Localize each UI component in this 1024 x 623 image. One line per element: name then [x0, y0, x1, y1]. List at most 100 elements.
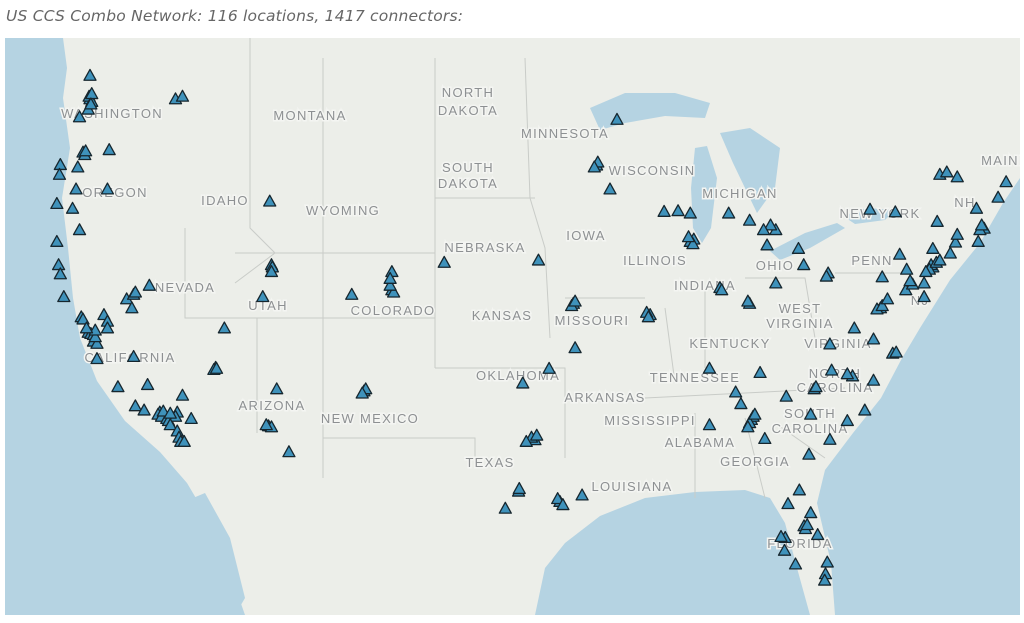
- charger-location-marker[interactable]: [919, 265, 933, 278]
- charger-location-marker[interactable]: [702, 361, 717, 374]
- charger-location-marker[interactable]: [756, 223, 771, 236]
- charger-location-marker[interactable]: [889, 345, 903, 358]
- charger-location-marker[interactable]: [128, 399, 143, 412]
- charger-location-marker[interactable]: [788, 557, 803, 570]
- charger-location-marker[interactable]: [78, 144, 93, 157]
- charger-location-marker[interactable]: [875, 299, 889, 312]
- charger-location-marker[interactable]: [875, 270, 889, 283]
- charger-location-marker[interactable]: [777, 543, 792, 556]
- charger-location-marker[interactable]: [175, 89, 190, 102]
- charger-location-marker[interactable]: [345, 287, 359, 300]
- charger-location-marker[interactable]: [858, 403, 872, 416]
- charger-location-marker[interactable]: [792, 483, 806, 496]
- charger-location-marker[interactable]: [969, 201, 984, 214]
- charger-location-marker[interactable]: [498, 501, 512, 514]
- charger-location-marker[interactable]: [840, 367, 854, 380]
- charger-location-marker[interactable]: [386, 285, 401, 298]
- charger-location-marker[interactable]: [264, 265, 279, 278]
- charger-location-marker[interactable]: [800, 518, 814, 531]
- charger-location-marker[interactable]: [282, 445, 296, 458]
- charger-location-marker[interactable]: [753, 365, 767, 379]
- charger-location-marker[interactable]: [774, 529, 788, 543]
- charger-location-marker[interactable]: [971, 234, 985, 247]
- charger-location-marker[interactable]: [79, 321, 94, 334]
- charger-location-marker[interactable]: [758, 431, 772, 445]
- charger-location-marker[interactable]: [817, 573, 832, 586]
- charger-location-marker[interactable]: [575, 488, 589, 501]
- charger-location-marker[interactable]: [542, 361, 556, 374]
- charger-location-marker[interactable]: [641, 310, 656, 323]
- charger-location-marker[interactable]: [163, 418, 177, 431]
- charger-location-marker[interactable]: [65, 201, 80, 214]
- charger-location-marker[interactable]: [568, 341, 582, 354]
- map-canvas[interactable]: WASHINGTONOREGONCALIFORNIANEVADAIDAHOMON…: [5, 38, 1020, 615]
- charger-location-marker[interactable]: [256, 290, 270, 303]
- charger-location-marker[interactable]: [270, 382, 284, 395]
- charging-network-map[interactable]: WASHINGTONOREGONCALIFORNIANEVADAIDAHOMON…: [5, 38, 1020, 615]
- charger-location-marker[interactable]: [259, 418, 273, 431]
- charger-location-marker[interactable]: [802, 447, 816, 460]
- charger-location-marker[interactable]: [76, 312, 90, 325]
- charger-location-marker[interactable]: [917, 276, 931, 289]
- charger-location-marker[interactable]: [177, 434, 191, 447]
- charger-location-marker[interactable]: [126, 349, 141, 363]
- charger-location-marker[interactable]: [847, 321, 861, 334]
- charger-location-marker[interactable]: [823, 337, 837, 350]
- charger-location-marker[interactable]: [90, 336, 104, 349]
- charger-location-marker[interactable]: [610, 112, 624, 125]
- charger-location-marker[interactable]: [683, 206, 697, 219]
- charger-location-marker[interactable]: [999, 175, 1013, 188]
- charger-location-marker[interactable]: [734, 397, 748, 410]
- charger-location-marker[interactable]: [933, 253, 947, 266]
- charger-location-marker[interactable]: [102, 143, 116, 156]
- charger-location-marker[interactable]: [888, 205, 902, 218]
- charger-location-marker[interactable]: [163, 406, 177, 419]
- charger-location-marker[interactable]: [140, 377, 155, 391]
- charger-location-marker[interactable]: [383, 271, 397, 284]
- charger-location-marker[interactable]: [88, 330, 102, 343]
- charger-location-marker[interactable]: [880, 292, 895, 305]
- charger-location-marker[interactable]: [809, 380, 823, 393]
- charger-location-marker[interactable]: [72, 110, 87, 123]
- charger-location-marker[interactable]: [263, 194, 277, 207]
- charger-location-marker[interactable]: [943, 246, 957, 259]
- charger-location-marker[interactable]: [83, 68, 97, 81]
- charger-location-marker[interactable]: [100, 182, 115, 195]
- charger-location-marker[interactable]: [184, 411, 198, 424]
- charger-location-marker[interactable]: [53, 267, 67, 280]
- charger-location-marker[interactable]: [125, 301, 139, 314]
- charger-location-marker[interactable]: [840, 413, 854, 427]
- charger-location-marker[interactable]: [568, 294, 582, 307]
- charger-location-marker[interactable]: [715, 283, 729, 296]
- charger-location-marker[interactable]: [866, 373, 881, 386]
- charger-location-marker[interactable]: [930, 214, 944, 227]
- charger-location-marker[interactable]: [671, 204, 685, 217]
- charger-location-marker[interactable]: [866, 332, 881, 345]
- charger-location-marker[interactable]: [903, 274, 917, 287]
- charger-location-marker[interactable]: [917, 290, 931, 303]
- charger-location-marker[interactable]: [763, 218, 778, 231]
- charger-location-marker[interactable]: [729, 385, 743, 398]
- charger-location-marker[interactable]: [111, 380, 125, 393]
- charger-location-marker[interactable]: [90, 352, 104, 365]
- charger-location-marker[interactable]: [69, 182, 83, 195]
- charger-location-marker[interactable]: [71, 160, 85, 173]
- charger-location-marker[interactable]: [175, 388, 190, 401]
- charger-location-marker[interactable]: [551, 492, 565, 505]
- charger-location-marker[interactable]: [742, 213, 757, 226]
- charger-location-marker[interactable]: [128, 285, 143, 298]
- charger-location-marker[interactable]: [819, 269, 834, 282]
- charger-location-marker[interactable]: [519, 434, 533, 447]
- charger-location-marker[interactable]: [512, 481, 526, 495]
- charger-location-marker[interactable]: [587, 160, 601, 173]
- charger-markers[interactable]: [50, 68, 1013, 586]
- charger-location-marker[interactable]: [50, 196, 64, 210]
- charger-location-marker[interactable]: [137, 403, 151, 416]
- charger-location-marker[interactable]: [950, 227, 964, 240]
- charger-location-marker[interactable]: [217, 321, 232, 334]
- charger-location-marker[interactable]: [52, 167, 67, 180]
- charger-location-marker[interactable]: [950, 170, 964, 183]
- charger-location-marker[interactable]: [84, 97, 98, 110]
- charger-location-marker[interactable]: [72, 223, 87, 236]
- charger-location-marker[interactable]: [531, 253, 546, 266]
